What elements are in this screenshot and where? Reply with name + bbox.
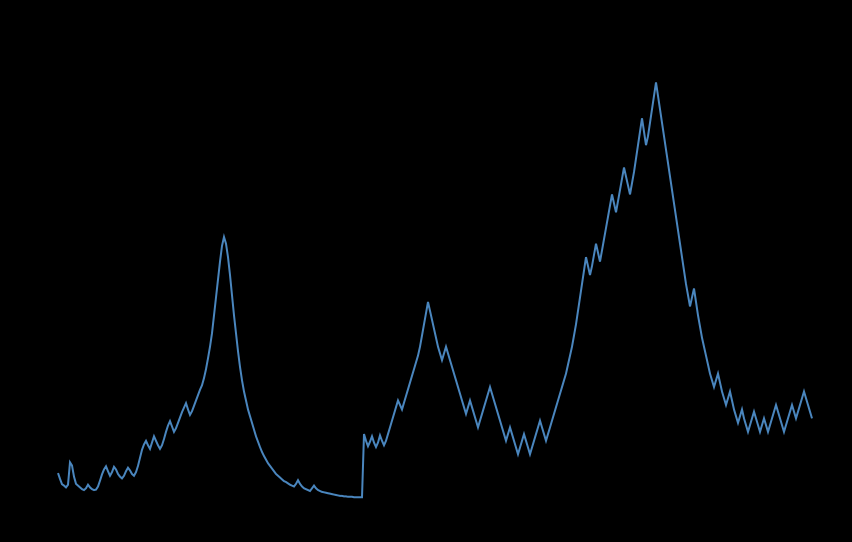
data-series-line (57, 82, 813, 499)
